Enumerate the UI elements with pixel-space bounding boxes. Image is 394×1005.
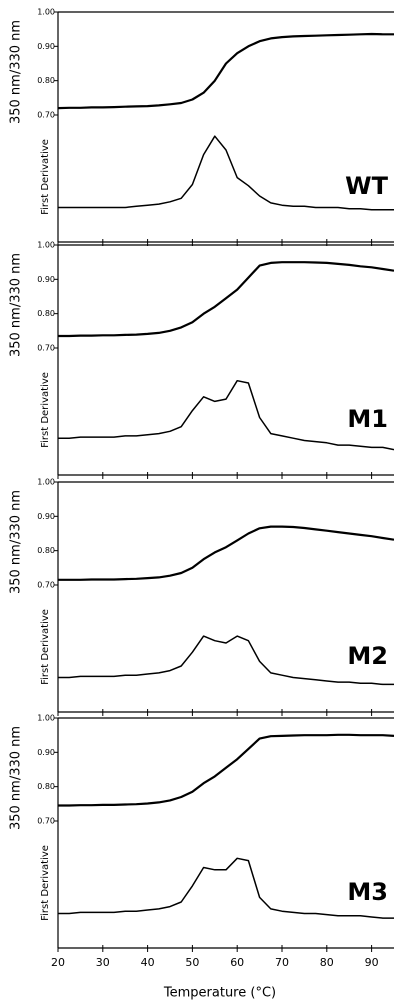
y2-axis-label: First Derivative bbox=[40, 139, 51, 215]
y-tick-label: 1.00 bbox=[37, 478, 55, 487]
y-tick-label: 0.70 bbox=[37, 816, 55, 825]
x-tick-label: 80 bbox=[320, 956, 334, 969]
y-tick-label: 0.80 bbox=[37, 309, 55, 318]
y-tick-label: 0.90 bbox=[37, 748, 55, 757]
ratio-line bbox=[58, 525, 394, 581]
y-axis-label: 350 nm/330 nm bbox=[9, 253, 24, 357]
y-tick-label: 1.00 bbox=[37, 241, 55, 250]
y-tick-label: 0.80 bbox=[37, 782, 55, 791]
x-tick-label: 40 bbox=[141, 956, 155, 969]
x-tick-label: 70 bbox=[275, 956, 289, 969]
y-tick-label: 1.00 bbox=[37, 714, 55, 723]
derivative-line bbox=[58, 379, 394, 451]
y2-axis-label: First Derivative bbox=[40, 845, 51, 921]
derivative-line bbox=[58, 635, 394, 686]
ratio-line bbox=[57, 32, 394, 110]
y-tick-label: 0.70 bbox=[37, 343, 55, 352]
x-tick-label: 60 bbox=[230, 956, 244, 969]
panel-label: M2 bbox=[347, 642, 388, 670]
y-tick-label: 0.90 bbox=[37, 275, 55, 284]
y-tick-label: 0.70 bbox=[37, 580, 55, 589]
panel-label: WT bbox=[345, 172, 388, 200]
y-tick-label: 0.90 bbox=[37, 42, 55, 51]
x-tick-label: 30 bbox=[96, 956, 110, 969]
derivative-line bbox=[58, 857, 394, 919]
y-axis-label: 350 nm/330 nm bbox=[9, 726, 24, 830]
x-tick-label: 20 bbox=[51, 956, 65, 969]
y-tick-label: 0.80 bbox=[37, 76, 55, 85]
y-tick-label: 0.90 bbox=[37, 512, 55, 521]
ratio-line bbox=[58, 733, 394, 807]
panel-label: M3 bbox=[347, 878, 388, 906]
x-axis-label: Temperature (°C) bbox=[163, 986, 276, 1001]
y-tick-label: 0.70 bbox=[37, 110, 55, 119]
panel-label: M1 bbox=[347, 405, 388, 433]
derivative-line bbox=[58, 135, 394, 211]
y-tick-label: 1.00 bbox=[37, 8, 55, 17]
y-tick-label: 0.80 bbox=[37, 546, 55, 555]
x-tick-label: 90 bbox=[365, 956, 379, 969]
y2-axis-label: First Derivative bbox=[40, 372, 51, 448]
y2-axis-label: First Derivative bbox=[40, 609, 51, 685]
y-axis-label: 350 nm/330 nm bbox=[9, 20, 24, 124]
x-tick-label: 50 bbox=[185, 956, 199, 969]
y-axis-label: 350 nm/330 nm bbox=[9, 490, 24, 594]
ratio-line bbox=[58, 261, 394, 338]
